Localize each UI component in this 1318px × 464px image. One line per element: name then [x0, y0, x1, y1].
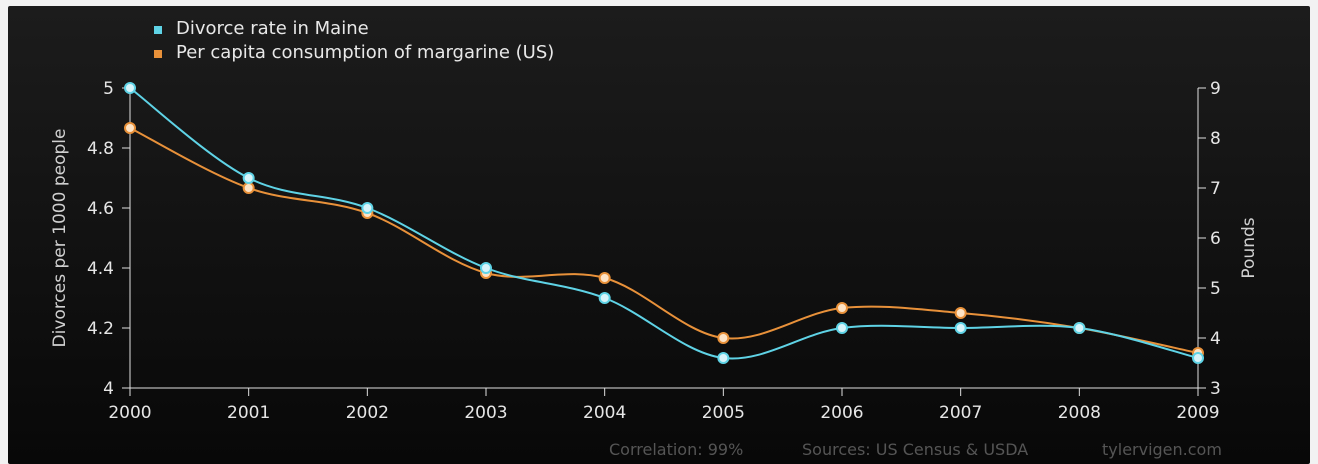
- right-axis-title: Pounds: [1239, 217, 1259, 278]
- left-tick-label: 5: [103, 79, 114, 99]
- left-tick-label: 4: [103, 379, 114, 399]
- x-tick-label: 2000: [108, 403, 151, 423]
- legend: Divorce rate in Maine Per capita consumpt…: [154, 18, 554, 63]
- right-tick-label: 8: [1210, 129, 1221, 149]
- data-point-margarine: [598, 272, 611, 284]
- data-point-divorce: [1073, 322, 1086, 334]
- right-tick-label: 4: [1210, 329, 1221, 349]
- x-tick-label: 2002: [346, 403, 389, 423]
- footer-sources: Sources: US Census & USDA: [802, 440, 1028, 459]
- right-tick-label: 9: [1210, 79, 1221, 99]
- x-tick-label: 2004: [583, 403, 626, 423]
- x-tick-label: 2003: [464, 403, 507, 423]
- data-point-divorce: [717, 352, 730, 364]
- right-tick-label: 3: [1210, 379, 1221, 399]
- data-point-divorce: [598, 292, 611, 304]
- data-point-divorce: [1192, 352, 1204, 364]
- data-point-divorce: [124, 82, 136, 94]
- series-points: [124, 82, 1204, 364]
- x-tick-label: 2008: [1058, 403, 1101, 423]
- x-tick-label: 2007: [939, 403, 982, 423]
- data-point-divorce: [836, 322, 848, 334]
- footer-site: tylervigen.com: [1102, 440, 1222, 459]
- right-tick-label: 6: [1210, 229, 1221, 249]
- data-point-margarine: [954, 307, 967, 319]
- data-point-margarine: [124, 122, 136, 134]
- series-lines: [129, 87, 1199, 360]
- left-axis-title: Divorces per 1000 people: [50, 129, 70, 348]
- x-tick-label: 2001: [227, 403, 270, 423]
- legend-swatch: [154, 26, 162, 34]
- left-tick-label: 4.4: [87, 259, 114, 279]
- data-point-divorce: [954, 322, 967, 334]
- chart-panel: Divorce rate in Maine Per capita consumpt…: [8, 6, 1310, 464]
- data-point-margarine: [717, 332, 730, 344]
- legend-label: Per capita consumption of margarine (US): [176, 42, 554, 63]
- axes: 4 4.2 4.4 4.6 4.8 5 3 4 5 6 7 8 9 2000 2001 2002 2003 200…: [50, 79, 1259, 423]
- data-point-divorce: [361, 202, 374, 214]
- series-line-divorce: [129, 87, 1199, 360]
- data-point-divorce: [242, 172, 255, 184]
- chart-svg: Divorce rate in Maine Per capita consumpt…: [50, 18, 1259, 459]
- series-line-margarine: [129, 127, 1199, 354]
- footer: Correlation: 99% Sources: US Census & US…: [609, 440, 1222, 459]
- data-point-margarine: [836, 302, 848, 314]
- x-tick-label: 2006: [820, 403, 863, 423]
- left-tick-label: 4.8: [87, 139, 114, 159]
- data-point-margarine: [242, 182, 255, 194]
- legend-label: Divorce rate in Maine: [176, 18, 369, 39]
- legend-swatch: [154, 50, 162, 58]
- left-tick-label: 4.6: [87, 199, 114, 219]
- right-tick-label: 5: [1210, 279, 1221, 299]
- left-tick-label: 4.2: [87, 319, 114, 339]
- right-tick-label: 7: [1210, 179, 1221, 199]
- footer-correlation: Correlation: 99%: [609, 440, 743, 459]
- x-tick-label: 2009: [1176, 403, 1219, 423]
- data-point-divorce: [480, 262, 492, 274]
- x-tick-label: 2005: [702, 403, 745, 423]
